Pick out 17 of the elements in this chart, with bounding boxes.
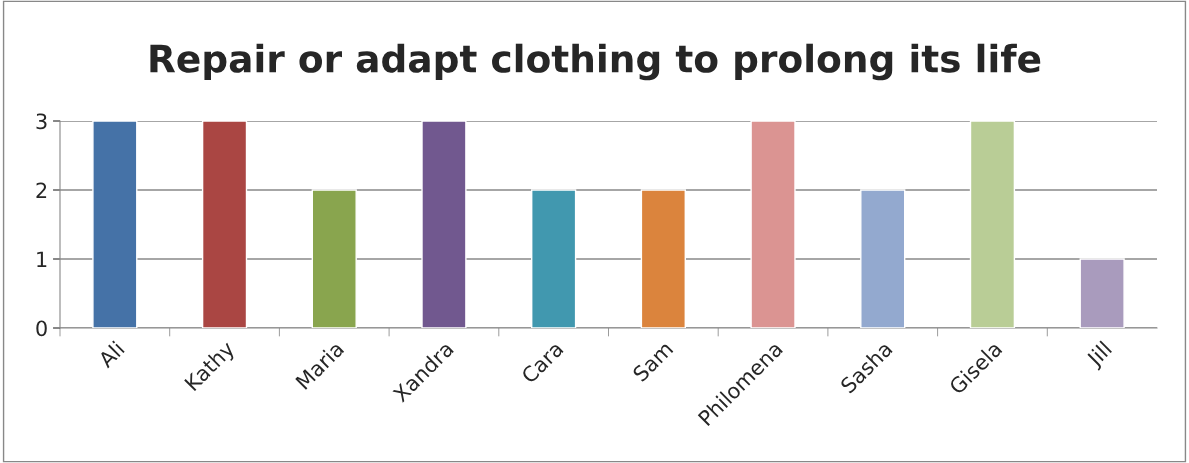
bar: [531, 189, 577, 328]
y-tick-label: 3: [36, 113, 47, 130]
bar: [640, 189, 686, 328]
bar: [1079, 258, 1125, 328]
bar: [201, 121, 248, 328]
bar: [311, 189, 357, 328]
chart-title: Repair or adapt clothing to prolong its life: [150, 43, 1041, 81]
bar: [969, 121, 1016, 328]
x-tick-label: Jill: [1084, 340, 1115, 371]
bar: [860, 189, 906, 328]
x-tick-label: Ali: [96, 340, 125, 369]
bar: [750, 121, 796, 328]
y-tick-label: 1: [37, 251, 47, 267]
bar: [92, 121, 138, 328]
y-tick-label: 2: [36, 182, 47, 198]
bar: [421, 121, 467, 328]
y-tick-label: 0: [36, 320, 47, 337]
